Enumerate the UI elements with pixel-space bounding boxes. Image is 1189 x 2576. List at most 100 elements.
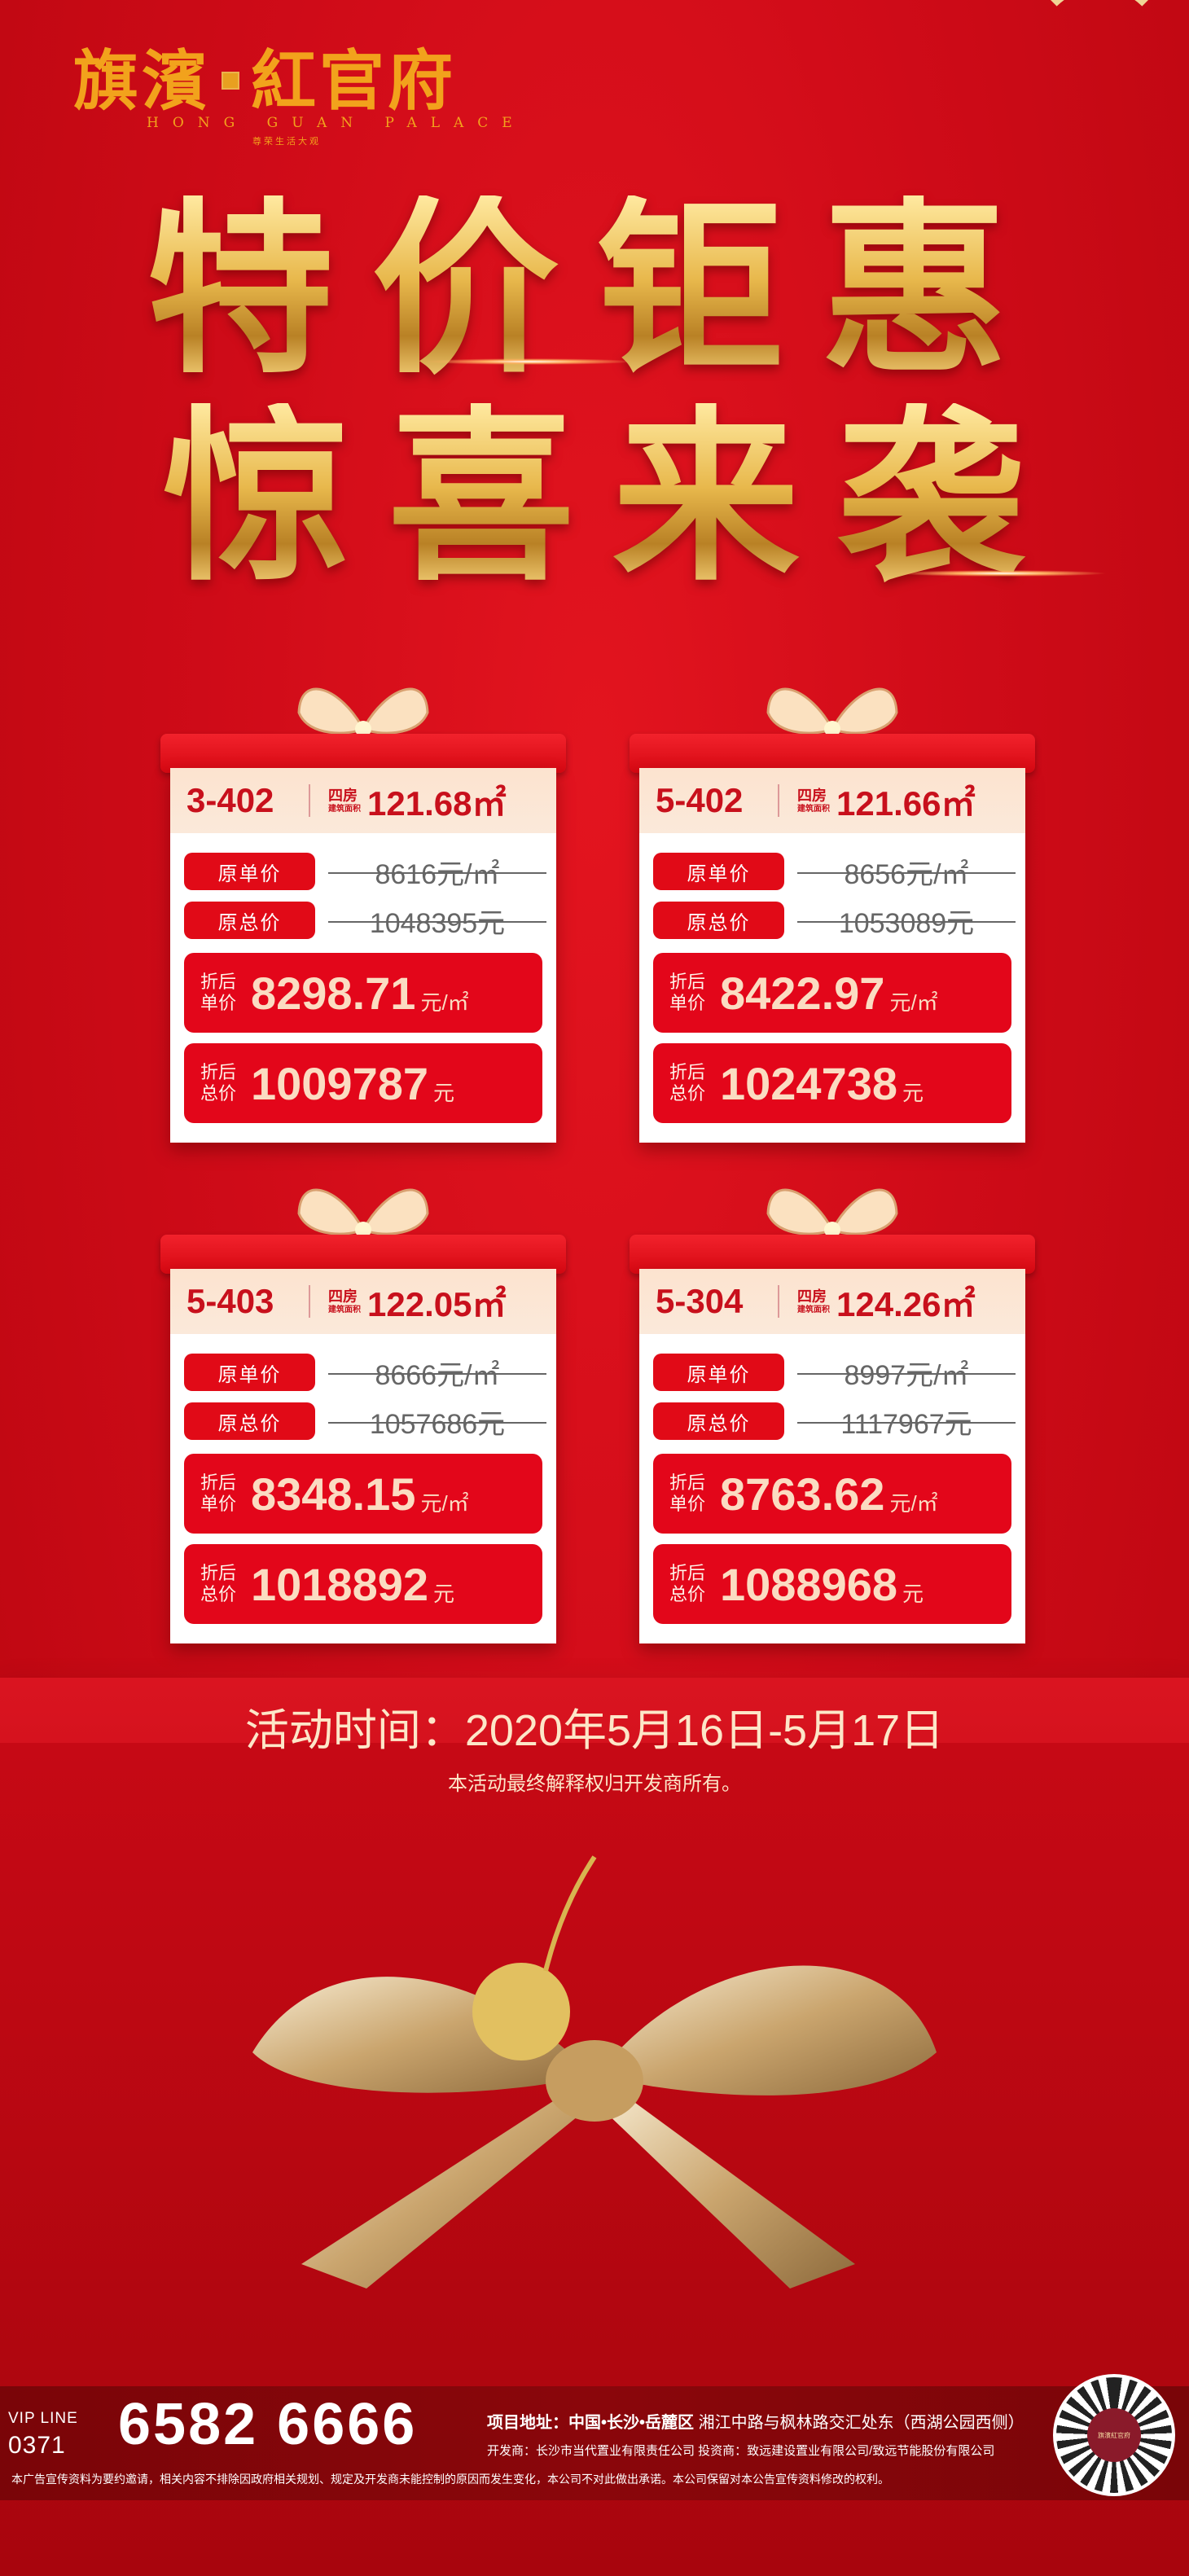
legal-notice: 本广告宣传资料为要约邀请，相关内容不排除因政府相关规划、规定及开发商未能控制的原… xyxy=(11,2473,889,2486)
area-value: 122.05㎡ xyxy=(367,1284,507,1323)
card-ribbon xyxy=(160,1235,566,1274)
event-disclaimer: 本活动最终解释权归开发商所有。 xyxy=(448,1773,741,1795)
discount-total-box: 折后总价 1009787 元 xyxy=(184,1043,542,1123)
orig-total-label: 原总价 xyxy=(184,902,315,939)
qr-code[interactable]: 旗濱紅官府 xyxy=(1053,2374,1175,2496)
unit-number: 5-403 xyxy=(186,1282,274,1320)
orig-unit-label: 原单价 xyxy=(184,1354,315,1391)
area-label: 建筑面积 xyxy=(328,1305,361,1314)
discount-total-box: 折后总价 1088968 元 xyxy=(653,1544,1011,1624)
gift-bow-icon xyxy=(297,1188,429,1238)
discount-total-price: 1009787 xyxy=(251,1057,429,1109)
gift-bow-icon xyxy=(252,1855,937,2289)
discount-unit-price: 8298.71 xyxy=(251,967,416,1019)
vip-label: VIP LINE xyxy=(8,2410,78,2427)
card-body: 5-402 四房 建筑面积 121.66㎡ 原单价 8656元/㎡ 原总价 105… xyxy=(639,768,1025,1143)
orig-unit-label: 原单价 xyxy=(653,1354,784,1391)
vip-line: VIP LINE 0371 xyxy=(8,2409,78,2461)
discount-total-label: 折后总价 xyxy=(200,1562,237,1604)
discount-unit-price: 8763.62 xyxy=(720,1468,885,1520)
phone-number[interactable]: 6582 6666 xyxy=(118,2392,418,2457)
event-date: 活动时间：2020年5月16日-5月17日 xyxy=(244,1706,945,1755)
card-header: 5-402 四房 建筑面积 121.66㎡ xyxy=(639,768,1025,833)
area-label: 建筑面积 xyxy=(797,804,830,814)
logo: 旗濱 紅官府 HONG GUAN PALACE 尊荣生活大观 xyxy=(73,45,526,147)
card-header: 5-304 四房 建筑面积 124.26㎡ xyxy=(639,1269,1025,1334)
discount-total-label: 折后总价 xyxy=(669,1061,706,1104)
orig-unit-label: 原单价 xyxy=(184,853,315,890)
orig-total-label: 原总价 xyxy=(184,1402,315,1440)
orig-total-price: 1117967元 xyxy=(797,1402,1016,1440)
discount-unit-label: 折后单价 xyxy=(669,1472,706,1514)
divider xyxy=(309,1285,310,1318)
orig-unit-price: 8997元/㎡ xyxy=(797,1354,1016,1391)
orig-total-price: 1057686元 xyxy=(328,1402,546,1440)
area-label: 建筑面积 xyxy=(797,1305,830,1314)
light-flare xyxy=(896,570,1108,577)
orig-total-label: 原总价 xyxy=(653,1402,784,1440)
area-label: 建筑面积 xyxy=(328,804,361,814)
orig-unit-price: 8656元/㎡ xyxy=(797,853,1016,890)
address-label: 项目地址：中国•长沙•岳麓区 xyxy=(487,2414,695,2432)
total-suffix: 元 xyxy=(433,1081,455,1105)
divider xyxy=(309,784,310,817)
price-card: 5-402 四房 建筑面积 121.66㎡ 原单价 8656元/㎡ 原总价 105… xyxy=(630,687,1035,1143)
orig-total-price: 1048395元 xyxy=(328,902,546,939)
card-ribbon xyxy=(630,734,1035,773)
gift-bow-icon xyxy=(766,1188,898,1238)
developer-info: 开发商：长沙市当代置业有限责任公司 投资商：致远建设置业有限公司/致远节能股份有… xyxy=(487,2444,995,2458)
discount-total-label: 折后总价 xyxy=(669,1562,706,1604)
room-type: 四房 xyxy=(797,787,827,804)
address: 项目地址：中国•长沙•岳麓区 湘江中路与枫林路交汇处东（西湖公园西侧） xyxy=(487,2409,1024,2433)
price-card: 5-403 四房 建筑面积 122.05㎡ 原单价 8666元/㎡ 原总价 105… xyxy=(160,1188,566,1643)
area-value: 124.26㎡ xyxy=(836,1284,976,1323)
total-suffix: 元 xyxy=(902,1081,924,1105)
unit-number: 5-402 xyxy=(656,781,744,819)
card-ribbon xyxy=(160,734,566,773)
unit-number: 5-304 xyxy=(656,1282,744,1320)
unit-suffix: 元/㎡ xyxy=(420,990,469,1015)
orig-unit-label: 原单价 xyxy=(653,853,784,890)
unit-suffix: 元/㎡ xyxy=(420,1491,469,1516)
footer: VIP LINE 0371 6582 6666 项目地址：中国•长沙•岳麓区 湘江… xyxy=(0,2386,1189,2500)
discount-unit-label: 折后单价 xyxy=(669,971,706,1013)
discount-unit-box: 折后单价 8348.15 元/㎡ xyxy=(184,1454,542,1534)
price-card: 3-402 四房 建筑面积 121.68㎡ 原单价 8616元/㎡ 原总价 104… xyxy=(160,687,566,1143)
discount-total-box: 折后总价 1024738 元 xyxy=(653,1043,1011,1123)
card-header: 5-403 四房 建筑面积 122.05㎡ xyxy=(170,1269,556,1334)
discount-total-price: 1018892 xyxy=(251,1558,429,1610)
discount-unit-box: 折后单价 8763.62 元/㎡ xyxy=(653,1454,1011,1534)
divider xyxy=(778,784,779,817)
discount-unit-label: 折后单价 xyxy=(200,1472,237,1514)
logo-name-right: 紅官府 xyxy=(251,42,456,119)
logo-english: HONG GUAN PALACE xyxy=(147,115,526,131)
total-suffix: 元 xyxy=(433,1582,455,1606)
address-text: 湘江中路与枫林路交汇处东（西湖公园西侧） xyxy=(698,2414,1024,2432)
discount-unit-price: 8422.97 xyxy=(720,967,885,1019)
unit-suffix: 元/㎡ xyxy=(889,990,938,1015)
price-card: 5-304 四房 建筑面积 124.26㎡ 原单价 8997元/㎡ 原总价 111… xyxy=(630,1188,1035,1643)
orig-unit-price: 8616元/㎡ xyxy=(328,853,546,890)
card-body: 5-304 四房 建筑面积 124.26㎡ 原单价 8997元/㎡ 原总价 111… xyxy=(639,1269,1025,1643)
logo-tagline: 尊荣生活大观 xyxy=(252,136,321,147)
room-type: 四房 xyxy=(328,1288,358,1305)
room-type: 四房 xyxy=(328,787,358,804)
area-code: 0371 xyxy=(8,2431,66,2459)
logo-name-left: 旗濱 xyxy=(73,42,210,119)
headline-line1: 特价钜惠 xyxy=(147,179,1046,399)
card-body: 3-402 四房 建筑面积 121.68㎡ 原单价 8616元/㎡ 原总价 104… xyxy=(170,768,556,1143)
light-flare xyxy=(423,358,635,365)
divider xyxy=(778,1285,779,1318)
headline-line2: 惊喜来袭 xyxy=(163,387,1062,607)
orig-total-price: 1053089元 xyxy=(797,902,1016,939)
discount-total-box: 折后总价 1018892 元 xyxy=(184,1544,542,1624)
discount-unit-price: 8348.15 xyxy=(251,1468,416,1520)
unit-number: 3-402 xyxy=(186,781,274,819)
discount-unit-box: 折后单价 8298.71 元/㎡ xyxy=(184,953,542,1033)
discount-unit-label: 折后单价 xyxy=(200,971,237,1013)
unit-suffix: 元/㎡ xyxy=(889,1491,938,1516)
total-suffix: 元 xyxy=(902,1582,924,1606)
card-ribbon xyxy=(630,1235,1035,1274)
card-body: 5-403 四房 建筑面积 122.05㎡ 原单价 8666元/㎡ 原总价 105… xyxy=(170,1269,556,1643)
room-type: 四房 xyxy=(797,1288,827,1305)
